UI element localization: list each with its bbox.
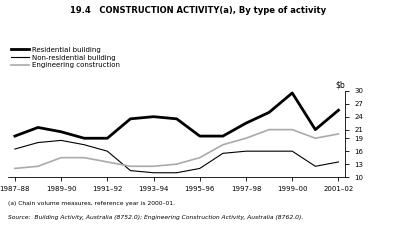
Text: $b: $b — [335, 81, 345, 90]
Text: 19.4   CONSTRUCTION ACTIVITY(a), By type of activity: 19.4 CONSTRUCTION ACTIVITY(a), By type o… — [70, 6, 327, 15]
Text: (a) Chain volume measures, reference year is 2000–01.: (a) Chain volume measures, reference yea… — [8, 201, 175, 206]
Legend: Residential building, Non-residential building, Engineering construction: Residential building, Non-residential bu… — [12, 47, 120, 68]
Text: Source:  Building Activity, Australia (8752.0); Engineering Construction Activit: Source: Building Activity, Australia (87… — [8, 215, 303, 220]
